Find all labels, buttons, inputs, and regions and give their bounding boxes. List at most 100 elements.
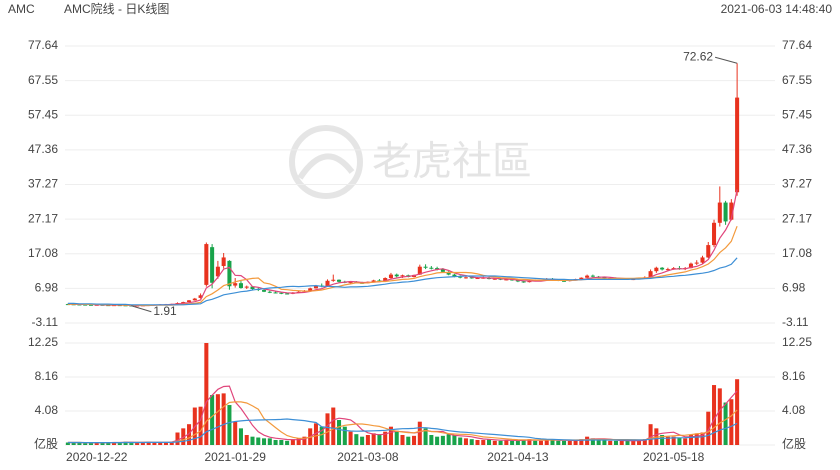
volume-bar	[694, 433, 699, 445]
candle-body	[429, 267, 434, 269]
candle-body	[192, 298, 197, 301]
candle-body	[648, 271, 653, 278]
volume-bar	[227, 405, 232, 445]
x-tick-label: 2021-03-08	[337, 450, 399, 464]
candle-body	[250, 286, 255, 290]
volume-bar	[296, 438, 301, 445]
candle-body	[371, 280, 376, 282]
volume-bar	[331, 407, 336, 445]
candle-body	[285, 293, 290, 295]
volume-bar	[538, 440, 543, 445]
candle-body	[735, 97, 740, 193]
volume-bar	[567, 440, 572, 445]
candle-body	[331, 279, 336, 281]
volume-bar	[88, 442, 93, 445]
volume-bar	[596, 440, 601, 445]
volume-bar	[735, 379, 740, 445]
volume-bar	[238, 428, 243, 445]
x-tick-label: 2020-12-22	[66, 450, 128, 464]
candle-body	[694, 262, 699, 264]
volume-bar	[723, 402, 728, 445]
volume-bar	[146, 441, 151, 445]
volume-bar	[544, 439, 549, 445]
volume-bar	[163, 442, 168, 445]
volume-bar	[550, 440, 555, 445]
y-tick-label-right: 8.16	[782, 369, 806, 383]
volume-bar	[706, 411, 711, 445]
y-tick-label-left: 亿股	[34, 436, 58, 451]
candle-body	[383, 278, 388, 282]
candle-body	[458, 276, 463, 278]
volume-bar	[729, 399, 734, 445]
volume-bar	[135, 442, 140, 445]
volume-bar	[590, 438, 595, 445]
candle-body	[88, 304, 93, 306]
low-annotation: 1.91	[153, 304, 177, 318]
candle-body	[475, 278, 480, 280]
candle-body	[279, 292, 284, 294]
volume-bar	[204, 343, 209, 445]
candle-body	[423, 266, 428, 268]
y-tick-label-right: 12.25	[782, 335, 812, 349]
volume-bar	[498, 440, 503, 445]
candle-body	[123, 305, 128, 307]
y-tick-label-left: 67.55	[28, 73, 58, 87]
volume-bar	[77, 442, 82, 445]
volume-bar	[700, 432, 705, 445]
volume-bar	[446, 434, 451, 445]
volume-bar	[106, 442, 111, 445]
candle-body	[717, 202, 722, 223]
volume-bar	[688, 435, 693, 445]
y-tick-label-right: 6.98	[782, 281, 806, 295]
volume-bar	[573, 440, 578, 445]
timestamp: 2021-06-03 14:48:40	[721, 2, 833, 16]
y-tick-label-right: -3.11	[782, 315, 809, 329]
candle-body	[723, 202, 728, 222]
candle-body	[504, 279, 509, 281]
candle-body	[452, 274, 457, 277]
volume-bar	[671, 436, 676, 445]
y-tick-label-left: 17.08	[28, 246, 58, 260]
candle-body	[238, 283, 243, 288]
y-tick-label-left: 57.45	[28, 107, 58, 121]
volume-bar	[487, 439, 492, 445]
y-tick-label-right: 77.64	[782, 38, 812, 52]
volume-bar	[481, 440, 486, 445]
volume-bar	[83, 443, 88, 445]
watermark-logo-mark	[297, 153, 355, 180]
high-leader	[714, 56, 738, 64]
volume-bar	[423, 428, 428, 445]
y-tick-label-left: 27.17	[28, 211, 58, 225]
y-tick-label-left: 6.98	[35, 281, 59, 295]
candle-body	[313, 285, 318, 289]
x-tick-label: 2021-04-13	[487, 450, 549, 464]
volume-bar	[354, 434, 359, 445]
candle-body	[187, 300, 192, 303]
candle-body	[388, 274, 393, 279]
volume-bar	[521, 440, 526, 445]
volume-bar	[371, 433, 376, 445]
volume-bar	[562, 440, 567, 445]
candle-body	[273, 292, 278, 294]
volume-bar	[458, 437, 463, 445]
x-tick-label: 2021-01-29	[204, 450, 266, 464]
volume-bar	[181, 428, 186, 445]
volume-bar	[683, 438, 688, 445]
candle-body	[706, 245, 711, 258]
candle-body	[700, 257, 705, 263]
volume-bar	[579, 439, 584, 445]
volume-bar	[412, 435, 417, 445]
y-tick-label-right: 27.17	[782, 211, 812, 225]
watermark-logo	[289, 125, 363, 199]
y-tick-label-right: 47.36	[782, 142, 812, 156]
candle-body	[325, 280, 330, 287]
candle-body	[198, 295, 203, 298]
volume-bar	[100, 442, 105, 445]
candle-body	[71, 304, 76, 306]
candle-body	[83, 304, 88, 306]
candle-body	[435, 268, 440, 270]
volume-bar	[71, 442, 76, 445]
y-tick-label-left: 12.25	[28, 335, 58, 349]
